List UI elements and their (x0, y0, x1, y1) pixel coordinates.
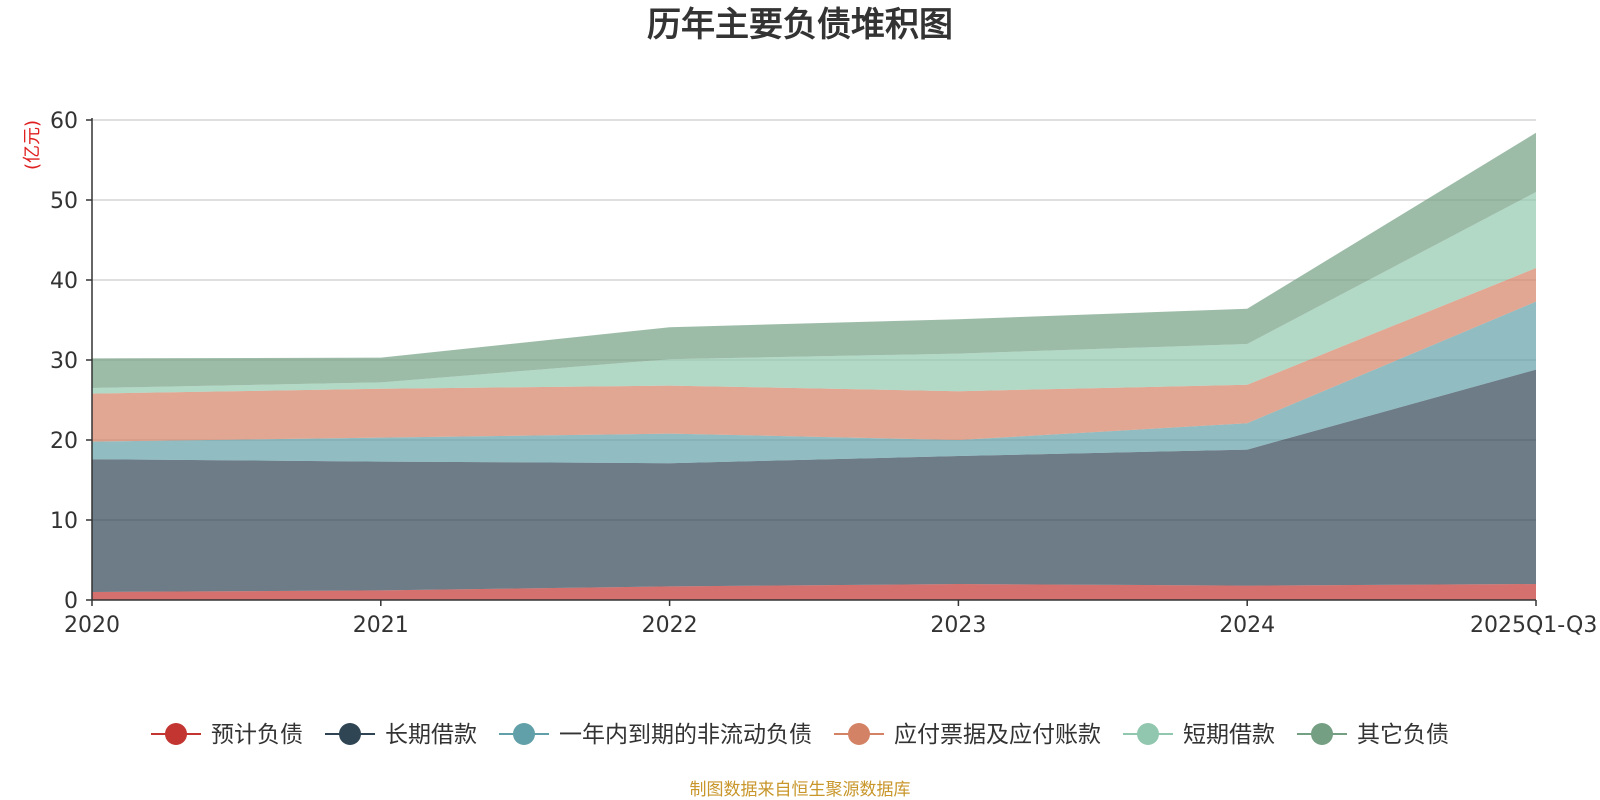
area-5 (92, 132, 1536, 388)
legend-dot-icon (1311, 723, 1333, 745)
legend-label: 长期借款 (385, 722, 477, 748)
area-0 (92, 584, 1536, 600)
legend-label: 其它负债 (1357, 722, 1449, 748)
y-tick-label-0: 0 (64, 589, 78, 614)
chart-title: 历年主要负债堆积图 (647, 5, 953, 45)
x-tick-label-3: 2023 (930, 613, 986, 638)
legend-dot-icon (1137, 723, 1159, 745)
legend-dot-icon (848, 723, 870, 745)
y-tick-label-6: 60 (50, 109, 78, 134)
legend-item-5[interactable]: 其它负债 (1297, 722, 1449, 748)
legend-item-2[interactable]: 一年内到期的非流动负债 (499, 722, 812, 748)
y-tick-label-5: 50 (50, 189, 78, 214)
area-2 (92, 301, 1536, 464)
legend-dot-icon (339, 723, 361, 745)
legend-item-3[interactable]: 应付票据及应付账款 (834, 722, 1101, 748)
x-tick-label-0: 2020 (64, 613, 120, 638)
data-source-note: 制图数据来自恒生聚源数据库 (690, 780, 911, 800)
x-tick-label-5: 2025Q1-Q3 (1470, 613, 1597, 638)
legend-item-4[interactable]: 短期借款 (1123, 722, 1275, 748)
legend-item-1[interactable]: 长期借款 (325, 722, 477, 748)
x-tick-label-4: 2024 (1219, 613, 1275, 638)
legend-label: 预计负债 (211, 722, 303, 748)
y-tick-label-4: 40 (50, 269, 78, 294)
legend: 预计负债 长期借款 一年内到期的非流动负债 应付票据及应付账款 短期借款 其它负债 (151, 722, 1449, 748)
y-tick-label-1: 10 (50, 509, 78, 534)
x-tick-label-1: 2021 (353, 613, 409, 638)
legend-label: 一年内到期的非流动负债 (559, 722, 812, 748)
legend-label: 应付票据及应付账款 (894, 722, 1101, 748)
area-series (92, 132, 1536, 600)
legend-label: 短期借款 (1183, 722, 1275, 748)
y-axis-unit-label: (亿元) (22, 120, 43, 170)
y-tick-label-2: 20 (50, 429, 78, 454)
legend-item-0[interactable]: 预计负债 (151, 722, 303, 748)
legend-dot-icon (513, 723, 535, 745)
area-1 (92, 369, 1536, 592)
legend-dot-icon (165, 723, 187, 745)
axes: 0 10 20 30 40 50 60 2020 2021 2022 2023 2024 2025Q1-… (50, 109, 1597, 638)
area-3 (92, 268, 1536, 442)
y-tick-label-3: 30 (50, 349, 78, 374)
x-tick-label-2: 2022 (642, 613, 698, 638)
